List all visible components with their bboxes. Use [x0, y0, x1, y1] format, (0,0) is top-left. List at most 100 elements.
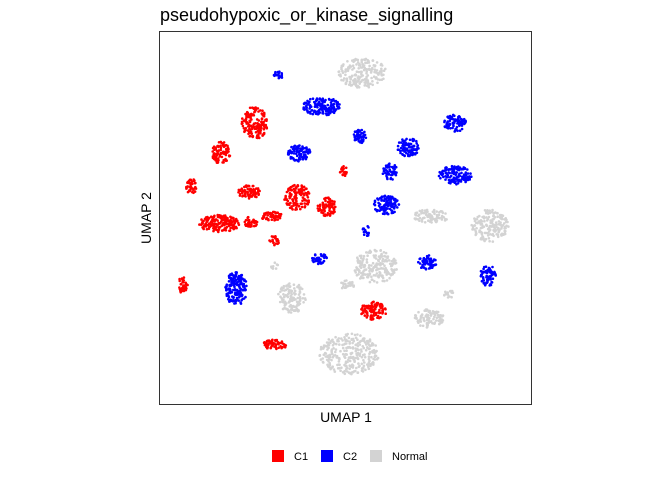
point	[370, 304, 374, 308]
point	[373, 304, 377, 308]
point	[496, 215, 500, 218]
point	[353, 333, 357, 337]
point	[189, 178, 193, 182]
point	[426, 262, 429, 265]
point	[369, 71, 373, 74]
point	[363, 133, 367, 137]
point	[288, 203, 291, 206]
cluster-normal-1	[413, 208, 448, 224]
point	[360, 70, 363, 74]
point	[401, 138, 404, 141]
point	[399, 151, 402, 155]
point	[307, 201, 310, 204]
point	[311, 97, 315, 100]
point	[181, 278, 184, 282]
point	[446, 173, 450, 177]
point	[214, 158, 218, 162]
point	[217, 149, 221, 152]
point	[460, 127, 464, 131]
point	[434, 217, 438, 221]
point	[298, 157, 301, 160]
point	[384, 308, 387, 311]
point	[443, 219, 447, 222]
point	[265, 126, 268, 129]
point	[298, 190, 301, 193]
point	[368, 269, 371, 273]
point	[302, 293, 306, 296]
point	[210, 219, 214, 222]
point	[488, 239, 491, 243]
point	[429, 215, 433, 219]
point	[351, 64, 355, 67]
cluster-c2-2	[352, 128, 368, 145]
point	[310, 109, 314, 112]
point	[356, 341, 360, 345]
point	[323, 104, 326, 108]
point	[491, 277, 495, 281]
point	[455, 165, 459, 169]
point	[252, 123, 255, 127]
point	[492, 223, 496, 227]
point	[485, 223, 488, 227]
point	[291, 199, 295, 203]
point	[300, 205, 304, 209]
point	[365, 251, 368, 254]
point	[277, 72, 281, 75]
point	[286, 199, 290, 203]
point	[347, 358, 350, 362]
point	[333, 370, 337, 373]
point	[357, 362, 360, 365]
point	[379, 316, 382, 319]
point	[286, 203, 289, 206]
point	[301, 186, 304, 190]
point	[391, 205, 394, 208]
point	[259, 132, 262, 135]
point	[292, 187, 296, 191]
point	[213, 148, 216, 152]
point	[293, 159, 297, 162]
point	[346, 370, 349, 373]
point	[487, 266, 491, 270]
point	[355, 352, 358, 356]
point	[251, 106, 254, 109]
point	[294, 309, 297, 313]
point	[248, 127, 251, 131]
point	[376, 197, 379, 200]
point	[351, 341, 354, 345]
point	[353, 269, 357, 272]
point	[330, 358, 333, 362]
point	[427, 318, 431, 322]
point	[242, 127, 246, 130]
point	[248, 135, 251, 138]
point	[453, 114, 456, 118]
point	[227, 297, 230, 301]
point	[412, 152, 416, 155]
point	[351, 366, 355, 369]
point	[364, 348, 368, 352]
point	[324, 355, 328, 358]
point	[366, 363, 370, 367]
point	[487, 275, 491, 279]
point	[289, 195, 292, 198]
point	[344, 70, 347, 73]
point	[434, 263, 438, 266]
point	[425, 211, 428, 215]
point	[260, 120, 263, 124]
point	[243, 188, 246, 192]
point	[179, 282, 183, 286]
point	[387, 272, 390, 275]
point	[228, 289, 232, 293]
point	[481, 215, 484, 219]
point	[308, 107, 311, 110]
point	[345, 367, 348, 371]
point	[272, 241, 275, 245]
point	[372, 266, 375, 270]
point	[418, 219, 421, 222]
point	[245, 184, 248, 187]
point	[374, 274, 377, 277]
point	[351, 59, 354, 62]
cluster-c2-13	[479, 265, 498, 287]
point	[364, 80, 368, 83]
point	[250, 224, 253, 228]
point	[378, 308, 381, 312]
